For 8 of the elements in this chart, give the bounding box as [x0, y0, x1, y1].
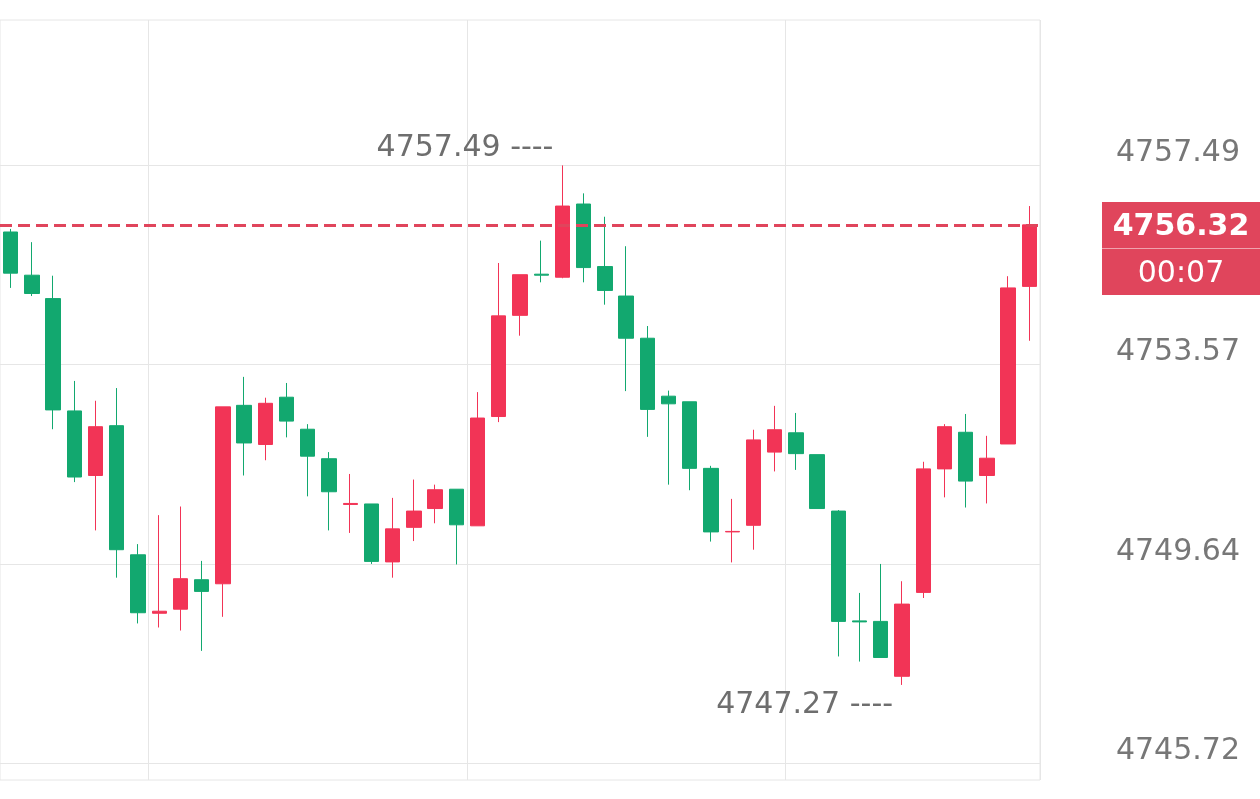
y-tick-label: 4757.49 [1115, 132, 1240, 168]
ref-line-label: 4756.32 [1102, 201, 1260, 249]
annotation: 4747.27 ---- [716, 685, 894, 721]
y-tick-label: 4749.64 [1115, 531, 1240, 567]
annotation: 4757.49 ---- [376, 127, 554, 163]
y-tick-label: 4745.72 [1115, 731, 1240, 767]
y-tick-label: 4753.57 [1115, 332, 1240, 368]
price-tag: 4756.32 00:07 [1102, 201, 1260, 295]
